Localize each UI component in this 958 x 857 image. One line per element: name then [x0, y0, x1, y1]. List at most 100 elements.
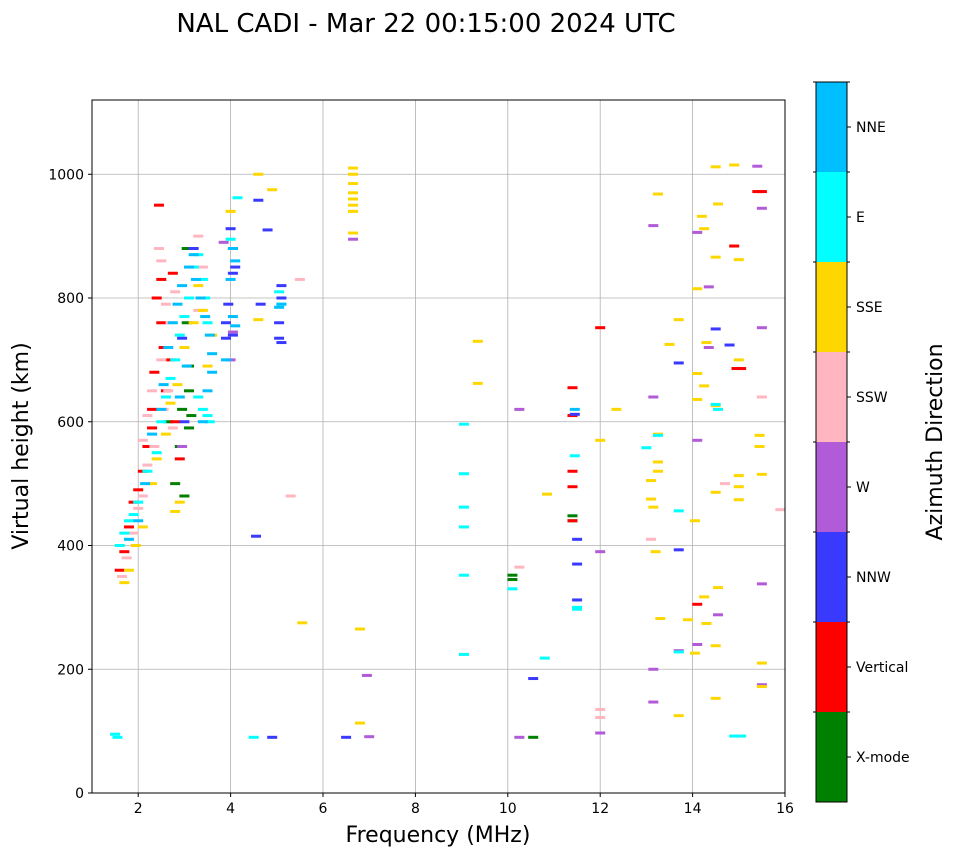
data-point	[253, 318, 264, 322]
data-point	[207, 352, 218, 356]
data-point	[230, 259, 241, 263]
data-point	[172, 383, 183, 387]
data-point	[179, 346, 190, 349]
data-point	[177, 336, 188, 340]
data-point	[595, 731, 606, 735]
data-point	[692, 230, 703, 234]
data-point	[156, 321, 167, 325]
data-point	[572, 537, 583, 541]
data-point	[170, 482, 181, 486]
data-point	[724, 343, 735, 347]
data-point	[188, 247, 199, 250]
data-point	[177, 445, 188, 448]
data-point	[569, 412, 580, 416]
data-point	[611, 407, 622, 411]
data-point	[204, 333, 215, 337]
data-point	[225, 227, 236, 231]
data-point	[197, 277, 208, 281]
data-point	[458, 472, 469, 476]
data-point	[174, 500, 185, 504]
colorbar-tick-label: SSE	[856, 300, 883, 316]
data-point	[752, 164, 763, 168]
x-tick-label: 14	[684, 801, 702, 817]
data-point	[218, 240, 229, 244]
data-point	[682, 618, 693, 622]
data-point	[348, 197, 359, 201]
data-point	[177, 407, 188, 411]
chart-title: NAL CADI - Mar 22 00:15:00 2024 UTC	[176, 9, 675, 39]
data-point	[147, 389, 158, 393]
data-point	[673, 714, 684, 718]
data-point	[190, 277, 201, 281]
data-point	[567, 519, 578, 523]
data-point	[181, 321, 192, 325]
data-point	[170, 290, 181, 294]
data-point	[569, 407, 580, 411]
data-point	[197, 420, 208, 424]
data-point	[128, 513, 139, 517]
data-point	[225, 209, 236, 213]
data-point	[729, 163, 740, 167]
data-point	[648, 395, 659, 399]
data-point	[567, 485, 578, 489]
colorbar-tick-label: Vertical	[856, 660, 908, 676]
series-ssw	[117, 234, 786, 720]
data-point	[276, 302, 287, 306]
data-point	[151, 451, 162, 455]
y-tick-label: 600	[57, 415, 84, 431]
data-point	[595, 716, 606, 720]
data-point	[754, 433, 765, 437]
data-point	[652, 433, 663, 437]
series-sse	[119, 163, 767, 725]
data-point	[703, 346, 714, 349]
data-point	[253, 172, 264, 176]
data-point	[174, 395, 185, 399]
colorbar-tick-label: SSW	[856, 390, 888, 406]
data-point	[756, 661, 767, 665]
data-point	[710, 327, 721, 331]
data-point	[736, 367, 747, 371]
data-point	[232, 196, 243, 200]
data-point	[195, 296, 206, 300]
data-point	[142, 469, 153, 473]
colorbar-segment	[816, 82, 847, 172]
data-point	[119, 531, 130, 535]
x-tick-label: 8	[411, 801, 420, 817]
data-point	[167, 271, 178, 275]
data-point	[648, 505, 659, 509]
y-tick-label: 800	[57, 291, 84, 307]
data-point	[341, 735, 352, 739]
data-point	[193, 395, 204, 399]
y-tick-label: 200	[57, 662, 84, 678]
data-point	[458, 525, 469, 529]
data-point	[692, 643, 703, 646]
data-point	[348, 191, 359, 195]
data-point	[117, 574, 128, 578]
data-point	[348, 166, 359, 170]
x-tick-label: 10	[499, 801, 517, 817]
data-point	[514, 565, 525, 569]
data-point	[472, 339, 483, 343]
series-vertical	[114, 190, 767, 606]
data-point	[267, 188, 278, 192]
data-point	[648, 224, 659, 228]
data-point	[572, 605, 583, 609]
data-point	[710, 696, 721, 700]
data-point	[569, 454, 580, 458]
data-point	[197, 308, 208, 312]
data-point	[699, 227, 710, 231]
data-point	[276, 341, 287, 345]
data-point	[710, 255, 721, 259]
data-point	[650, 550, 661, 554]
data-point	[595, 550, 606, 554]
data-point	[204, 420, 215, 424]
colorbar-tick-label: W	[856, 480, 870, 496]
data-point	[167, 426, 178, 430]
data-point	[112, 735, 123, 739]
data-point	[692, 397, 703, 401]
series-x-mode	[163, 247, 578, 739]
data-point	[133, 500, 144, 504]
data-point	[123, 519, 134, 523]
data-point	[179, 420, 190, 424]
